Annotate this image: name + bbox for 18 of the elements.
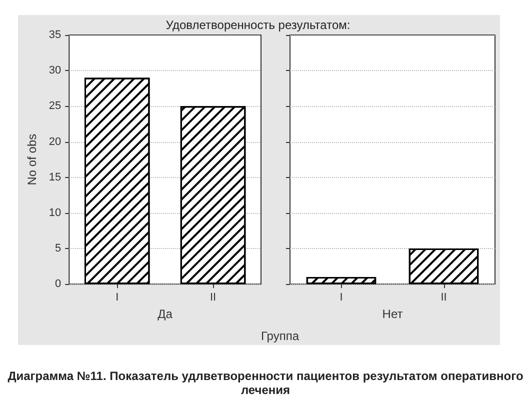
x-tick-label: II: [210, 292, 216, 304]
y-tick-label: 15: [48, 171, 62, 184]
text: Группа: [260, 329, 300, 343]
x-axis-title: Да: [158, 307, 173, 321]
x-tick-label: I: [116, 292, 119, 304]
y-tick-label: 25: [48, 100, 62, 112]
x-tick-label: I: [340, 292, 343, 304]
y-tick-label: 5: [55, 242, 62, 255]
y-tick-label: 30: [48, 64, 62, 77]
x-tick-label: II: [440, 292, 447, 304]
y-tick-label: 0: [55, 278, 62, 290]
y-tick-label: 10: [48, 206, 62, 219]
x-axis-title: Нет: [382, 307, 404, 321]
text: Диаграмма №11. Показатель удлветворенности пациентов результатом оперативного лечения: [6, 369, 524, 395]
y-tick-label: 20: [48, 136, 62, 148]
y-axis-title: No of obs: [25, 134, 39, 186]
chart-title: Удовлетворенность результатом:: [166, 18, 350, 32]
y-tick-label: 35: [48, 29, 62, 41]
